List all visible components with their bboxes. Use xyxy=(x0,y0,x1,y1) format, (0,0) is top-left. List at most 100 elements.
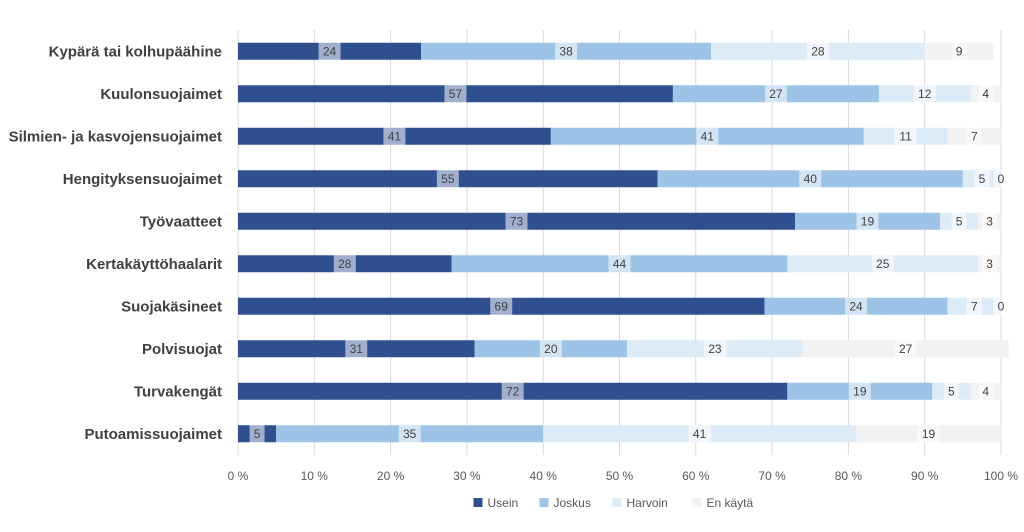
data-label-bg xyxy=(966,127,982,146)
data-label-bg xyxy=(982,254,998,273)
data-label: 27 xyxy=(899,342,913,356)
category-label: Polvisuojat xyxy=(142,341,222,358)
data-label: 69 xyxy=(495,299,509,313)
x-tick-label: 80 % xyxy=(835,469,863,483)
data-label: 55 xyxy=(441,172,455,186)
data-label-bg xyxy=(608,254,631,273)
data-label: 28 xyxy=(811,44,825,58)
x-tick-label: 10 % xyxy=(301,469,329,483)
data-label: 73 xyxy=(510,214,524,228)
legend: Usein Joskus Harvoin En käytä xyxy=(473,496,754,510)
category-label: Työvaatteet xyxy=(140,213,222,230)
data-label-bg xyxy=(894,339,917,358)
data-label-bg xyxy=(951,42,967,61)
legend-swatch xyxy=(473,498,483,507)
data-label-bg xyxy=(951,212,967,231)
x-tick-label: 40 % xyxy=(530,469,558,483)
data-label: 41 xyxy=(701,129,715,143)
x-tick-label: 100 % xyxy=(984,469,1018,483)
data-label-bg xyxy=(799,169,822,188)
data-label: 19 xyxy=(922,427,936,441)
data-label: 72 xyxy=(506,384,520,398)
data-label-bg xyxy=(966,297,982,316)
data-label-bg xyxy=(978,382,994,401)
data-label-bg xyxy=(345,339,368,358)
data-label: 41 xyxy=(388,129,402,143)
data-label: 19 xyxy=(853,384,867,398)
legend-label: En käytä xyxy=(707,496,754,510)
data-label: 5 xyxy=(956,214,963,228)
data-label: 9 xyxy=(956,44,963,58)
legend-swatch xyxy=(539,498,549,507)
legend-item: Usein xyxy=(473,496,519,510)
x-tick-label: 90 % xyxy=(911,469,939,483)
data-label-bg xyxy=(993,297,1009,316)
data-label: 24 xyxy=(849,299,863,313)
category-label: Silmien- ja kasvojensuojaimet xyxy=(9,128,222,145)
legend-label: Harvoin xyxy=(627,496,668,510)
data-label: 0 xyxy=(998,299,1005,313)
category-label: Hengityksensuojaimet xyxy=(63,171,222,188)
data-label-bg xyxy=(848,382,871,401)
legend-label: Joskus xyxy=(554,496,591,510)
data-label: 4 xyxy=(982,384,989,398)
data-label: 5 xyxy=(948,384,955,398)
data-label: 11 xyxy=(899,129,912,143)
data-label: 4 xyxy=(982,87,989,101)
data-label-bg xyxy=(688,424,711,443)
x-tick-label: 70 % xyxy=(758,469,786,483)
data-label-bg xyxy=(806,42,829,61)
legend-item: En käytä xyxy=(692,496,754,510)
data-label-bg xyxy=(894,127,917,146)
data-label-bg xyxy=(845,297,868,316)
x-tick-label: 0 % xyxy=(228,469,249,483)
data-label-bg xyxy=(993,169,1009,188)
legend-item: Joskus xyxy=(539,496,591,510)
data-label-bg xyxy=(555,42,578,61)
data-label: 31 xyxy=(350,342,364,356)
legend-label: Usein xyxy=(488,496,519,510)
category-label: Kertakäyttöhaalarit xyxy=(86,256,222,273)
data-label: 44 xyxy=(613,257,627,271)
data-label: 25 xyxy=(876,257,890,271)
data-label: 0 xyxy=(998,172,1005,186)
data-label: 57 xyxy=(449,87,463,101)
data-label: 5 xyxy=(979,172,986,186)
data-label-bg xyxy=(333,254,356,273)
category-label: Kypärä tai kolhupäähine xyxy=(49,43,222,60)
x-tick-label: 30 % xyxy=(453,469,481,483)
data-label: 38 xyxy=(559,44,573,58)
data-label: 20 xyxy=(544,342,558,356)
data-label-bg xyxy=(696,127,719,146)
data-label-bg xyxy=(539,339,562,358)
data-label: 40 xyxy=(804,172,818,186)
data-label: 7 xyxy=(971,299,978,313)
data-label-bg xyxy=(383,127,406,146)
data-label-bg xyxy=(978,84,994,103)
data-label-bg xyxy=(505,212,528,231)
data-label: 7 xyxy=(971,129,978,143)
x-tick-label: 60 % xyxy=(682,469,710,483)
legend-swatch xyxy=(692,498,702,507)
category-label: Turvakengät xyxy=(134,383,222,400)
legend-item: Harvoin xyxy=(612,496,668,510)
data-label-bg xyxy=(982,212,998,231)
data-label-bg xyxy=(764,84,787,103)
data-label: 23 xyxy=(708,342,722,356)
data-label: 3 xyxy=(986,214,993,228)
data-label: 41 xyxy=(693,427,707,441)
legend-swatch xyxy=(612,498,622,507)
data-label-bg xyxy=(501,382,524,401)
data-label-bg xyxy=(398,424,421,443)
data-label-bg xyxy=(913,84,936,103)
data-label-bg xyxy=(943,382,959,401)
data-label: 28 xyxy=(338,257,352,271)
data-label-bg xyxy=(856,212,879,231)
data-label-bg xyxy=(703,339,726,358)
category-label: Suojakäsineet xyxy=(121,298,222,315)
data-label-bg xyxy=(318,42,341,61)
data-label: 35 xyxy=(403,427,417,441)
data-label: 3 xyxy=(986,257,993,271)
x-tick-label: 50 % xyxy=(606,469,634,483)
